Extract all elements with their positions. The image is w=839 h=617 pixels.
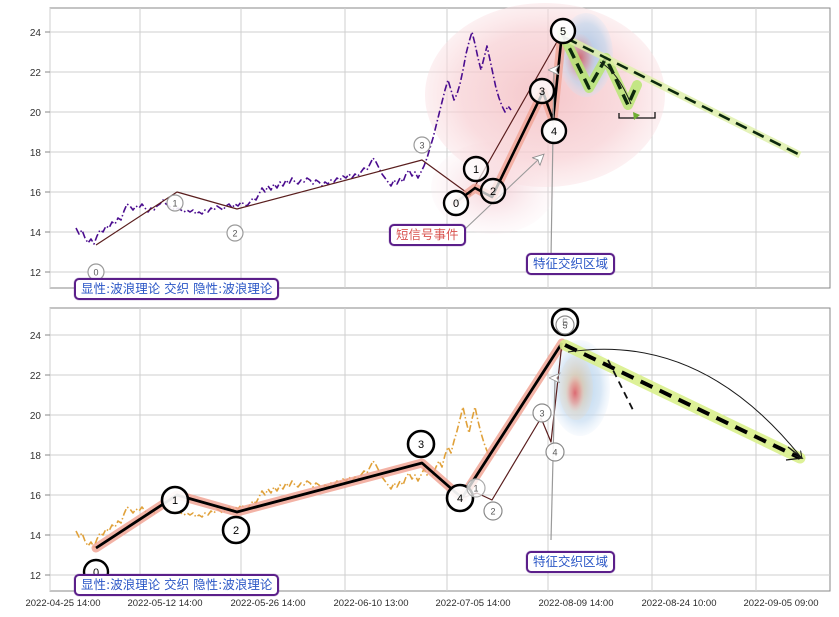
bottom-thin-label-3: 3 (539, 409, 544, 419)
bottom-anno-feature-region-box: 特征交织区域 (526, 551, 616, 573)
bottom-bold-marker-3: 3 (406, 429, 436, 459)
top-bold-label-3: 3 (539, 86, 545, 98)
bottom-thin-marker-3: 3 (532, 403, 552, 423)
top-callout-arrow-feature (551, 70, 554, 259)
bottom-thin-label-2: 2 (490, 507, 495, 517)
top-wave-label-1: 1 (172, 199, 177, 209)
bottom-thin-marker-5: 5 (555, 315, 575, 335)
top-wave-label-0: 0 (93, 268, 98, 278)
top-bold-label-2: 2 (490, 186, 496, 198)
top-bold-label-0: 0 (453, 198, 459, 210)
top-chart-panel: 24 22 20 18 16 14 12 (30, 3, 831, 289)
top-zigzag-end-arrow (633, 112, 640, 120)
bottom-yaxis: 24 22 20 18 16 14 12 (30, 331, 50, 582)
top-trend-forecast-line (565, 36, 801, 157)
xtick-3: 2022-06-10 13:00 (333, 598, 409, 609)
bottom-ytick-16: 16 (30, 491, 42, 502)
top-wave-marker-1: 1 (166, 194, 184, 212)
bottom-bold-label-1: 1 (172, 495, 178, 507)
top-ytick-24: 24 (30, 28, 42, 39)
top-ytick-20: 20 (30, 108, 42, 119)
top-bold-label-5: 5 (560, 26, 566, 38)
bottom-red-core-region (566, 375, 584, 411)
bottom-bold-label-4: 4 (457, 493, 463, 505)
top-bold-marker-2: 2 (479, 177, 507, 205)
bottom-legend[interactable]: 显性:波浪理论 交织 隐性:波浪理论 (74, 574, 280, 596)
top-ytick-22: 22 (30, 68, 42, 79)
top-legend-box: 显性:波浪理论 交织 隐性:波浪理论 (74, 278, 280, 300)
top-wave-marker-2: 2 (226, 224, 244, 242)
bottom-chart-panel: 24 22 20 18 16 14 12 (30, 307, 831, 592)
top-wave-labels-thin: 0 1 2 3 (87, 136, 431, 281)
top-plot-frame (49, 7, 831, 289)
bottom-anno-feature-region[interactable]: 特征交织区域 (526, 551, 616, 573)
bottom-arc-connector (567, 348, 800, 456)
xaxis-tick-labels: 2022-04-25 14:00 2022-05-12 14:00 2022-0… (0, 598, 839, 616)
bottom-thin-marker-1: 1 (466, 478, 486, 498)
top-bold-label-4: 4 (551, 126, 557, 138)
top-legend[interactable]: 显性:波浪理论 交织 隐性:波浪理论 (74, 278, 280, 300)
bottom-bold-label-0: 0 (93, 567, 99, 579)
top-wave-marker-3: 3 (413, 136, 431, 154)
top-anno-sms-event[interactable]: 短信号事件 (389, 224, 466, 246)
top-bold-marker-3: 3 (528, 77, 556, 105)
bottom-thin-marker-4: 4 (545, 442, 565, 462)
bottom-ytick-18: 18 (30, 451, 42, 462)
top-arc-connector (599, 61, 632, 105)
bottom-bold-label-2: 2 (233, 525, 239, 537)
xtick-7: 2022-09-05 09:00 (743, 598, 819, 609)
bottom-plot-frame (49, 307, 831, 592)
bottom-ytick-24: 24 (30, 331, 42, 342)
bottom-legend-box: 显性:波浪理论 交织 隐性:波浪理论 (74, 574, 280, 596)
top-bold-label-1: 1 (473, 164, 479, 176)
bottom-wave-labels-thin: 1 2 3 4 5 (466, 315, 575, 521)
bottom-bold-marker-4: 4 (445, 483, 475, 513)
bottom-thin-marker-2: 2 (483, 501, 503, 521)
bottom-ytick-12: 12 (30, 571, 42, 582)
top-ytick-14: 14 (30, 228, 42, 239)
bottom-thin-label-1: 1 (473, 484, 478, 494)
xtick-1: 2022-05-12 14:00 (127, 598, 203, 609)
top-ytick-18: 18 (30, 148, 42, 159)
top-wave-label-3: 3 (419, 141, 424, 151)
top-yaxis: 24 22 20 18 16 14 12 (30, 28, 50, 279)
top-ytick-12: 12 (30, 268, 42, 279)
top-anno-feature-region[interactable]: 特征交织区域 (526, 253, 616, 275)
top-bold-marker-0: 0 (442, 189, 470, 217)
top-ytick-16: 16 (30, 188, 42, 199)
top-wave-label-2: 2 (232, 229, 237, 239)
xtick-0: 2022-04-25 14:00 (25, 598, 101, 609)
bottom-ytick-22: 22 (30, 371, 42, 382)
bottom-forecast-line (564, 343, 801, 460)
top-bold-marker-5: 5 (549, 17, 577, 45)
top-wave-bold-line (454, 32, 564, 205)
bottom-bold-marker-2: 2 (221, 515, 251, 545)
bottom-ytick-20: 20 (30, 411, 42, 422)
bottom-thin-label-4: 4 (552, 448, 557, 458)
top-wave-labels-bold: 0 1 2 3 4 5 (442, 17, 577, 217)
top-anno-feature-region-box: 特征交织区域 (526, 253, 616, 275)
bottom-bold-label-3: 3 (418, 439, 424, 451)
bottom-ytick-14: 14 (30, 531, 42, 542)
bottom-grid-vertical (49, 308, 757, 591)
xtick-2: 2022-05-26 14:00 (230, 598, 306, 609)
bottom-bold-marker-1: 1 (160, 485, 190, 515)
top-anno-sms-event-box: 短信号事件 (389, 224, 466, 246)
bottom-short-dashed-line (607, 359, 635, 413)
top-bold-marker-4: 4 (540, 117, 568, 145)
xtick-6: 2022-08-24 10:00 (641, 598, 717, 609)
top-bracket-marker (618, 112, 656, 119)
xtick-4: 2022-07-05 14:00 (435, 598, 511, 609)
xtick-5: 2022-08-09 14:00 (538, 598, 614, 609)
bottom-thin-label-5: 5 (562, 321, 567, 331)
top-bold-marker-1: 1 (462, 155, 490, 183)
